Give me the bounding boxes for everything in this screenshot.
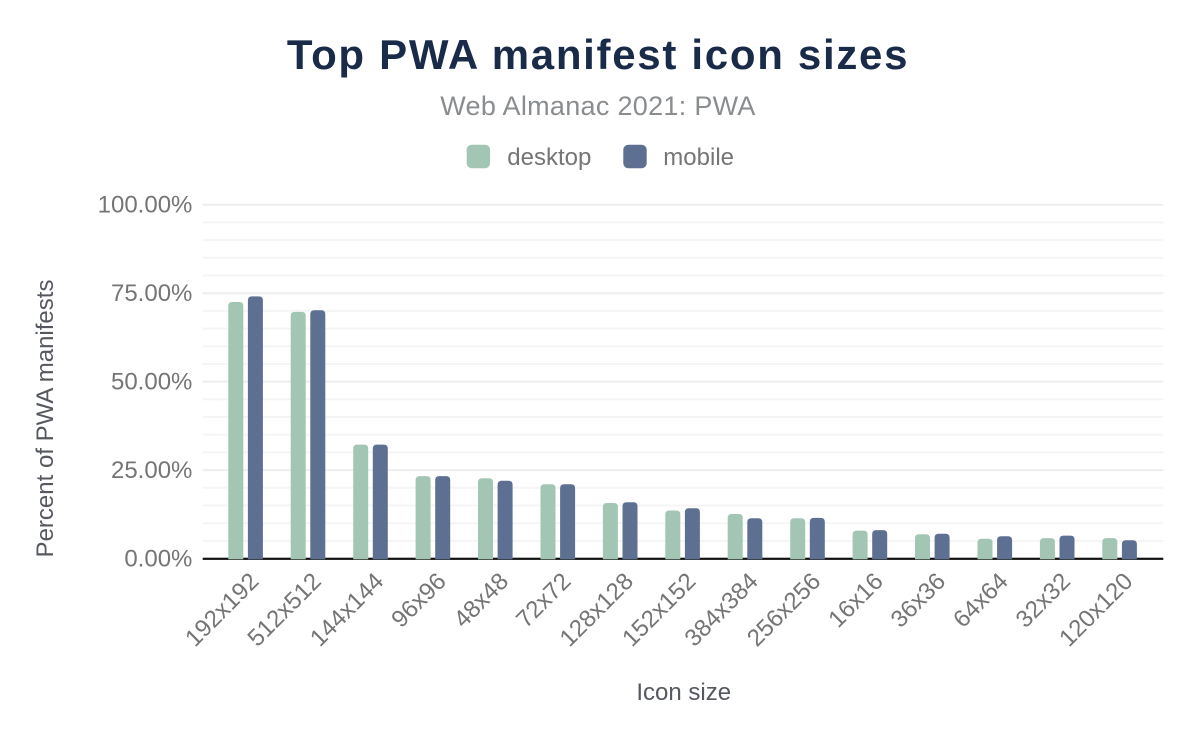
svg-text:50.00%: 50.00% — [111, 369, 192, 396]
svg-text:mobile: mobile — [663, 144, 734, 171]
svg-text:Top PWA manifest icon sizes: Top PWA manifest icon sizes — [287, 31, 909, 78]
svg-text:Web Almanac 2021: PWA: Web Almanac 2021: PWA — [440, 91, 755, 121]
svg-text:25.00%: 25.00% — [111, 457, 192, 484]
svg-text:Percent of PWA manifests: Percent of PWA manifests — [32, 280, 59, 558]
svg-text:0.00%: 0.00% — [124, 546, 192, 573]
svg-text:75.00%: 75.00% — [111, 280, 192, 307]
svg-text:100.00%: 100.00% — [98, 192, 193, 219]
svg-text:desktop: desktop — [507, 144, 591, 171]
svg-text:Icon size: Icon size — [636, 679, 731, 706]
